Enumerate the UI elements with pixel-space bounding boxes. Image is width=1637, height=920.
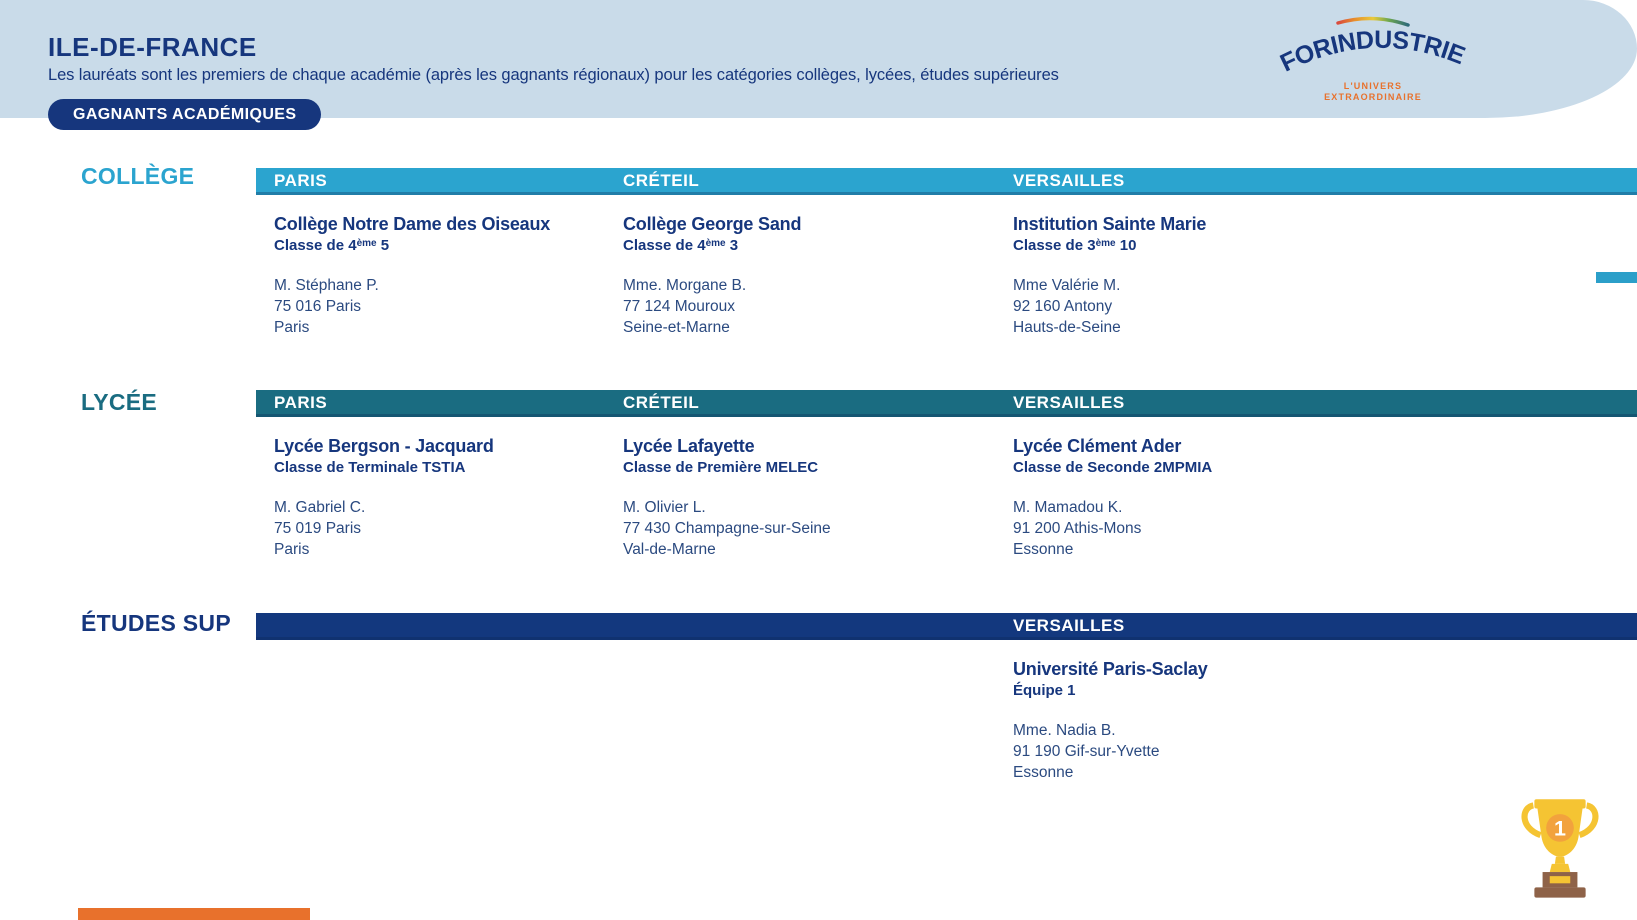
college-versailles-cell: Institution Sainte Marie Classe de 3ème …: [1013, 212, 1373, 338]
page-title: ILE-DE-FRANCE: [48, 32, 257, 62]
contact-block: M. Mamadou K. 91 200 Athis-Mons Essonne: [1013, 497, 1373, 560]
contact-name: M. Mamadou K.: [1013, 499, 1123, 516]
school-name: Université Paris-Saclay: [1013, 659, 1208, 679]
etudes-academy-versailles: VERSAILLES: [1013, 616, 1125, 635]
contact-name: M. Olivier L.: [623, 499, 706, 516]
etudes-academy-bar: VERSAILLES: [256, 613, 1637, 640]
contact-city: 91 190 Gif-sur-Yvette: [1013, 743, 1160, 760]
contact-name: M. Stéphane P.: [274, 277, 379, 294]
contact-city: 77 124 Mouroux: [623, 298, 736, 315]
row-label-lycee: LYCÉE: [81, 389, 158, 415]
logo-tagline-line1: L'UNIVERS: [1344, 81, 1402, 91]
contact-block: Mme Valérie M. 92 160 Antony Hauts-de-Se…: [1013, 275, 1373, 338]
page-subtitle: Les lauréats sont les premiers de chaque…: [48, 66, 1059, 84]
rainbow-arc-icon: [1336, 16, 1410, 27]
logo-tagline-line2: EXTRAORDINAIRE: [1324, 92, 1422, 102]
forindustrie-logo: FORINDUSTRIE L'UNIVERS EXTRAORDINAIRE: [1278, 16, 1468, 102]
contact-city: 92 160 Antony: [1013, 298, 1113, 315]
contact-department: Val-de-Marne: [623, 541, 716, 558]
college-paris-cell: Collège Notre Dame des Oiseaux Classe de…: [274, 212, 634, 338]
contact-name: Mme. Nadia B.: [1013, 722, 1116, 739]
contact-block: M. Olivier L. 77 430 Champagne-sur-Seine…: [623, 497, 983, 560]
lycee-academy-bar: PARIS CRÉTEIL VERSAILLES: [256, 390, 1637, 417]
class-name: Classe de 4ème 5: [274, 237, 390, 254]
college-creteil-cell: Collège George Sand Classe de 4ème 3 Mme…: [623, 212, 983, 338]
contact-department: Paris: [274, 541, 310, 558]
class-name: Équipe 1: [1013, 682, 1076, 699]
school-name: Collège Notre Dame des Oiseaux: [274, 214, 551, 234]
row-label-college: COLLÈGE: [81, 163, 195, 189]
contact-city: 75 016 Paris: [274, 298, 362, 315]
etudes-versailles-cell: Université Paris-Saclay Équipe 1 Mme. Na…: [1013, 657, 1373, 783]
contact-block: Mme. Nadia B. 91 190 Gif-sur-Yvette Esso…: [1013, 720, 1373, 783]
school-name: Lycée Lafayette: [623, 436, 755, 456]
trophy-rank: 1: [1554, 817, 1566, 841]
contact-name: Mme Valérie M.: [1013, 277, 1121, 294]
lycee-paris-cell: Lycée Bergson - Jacquard Classe de Termi…: [274, 434, 634, 560]
contact-city: 75 019 Paris: [274, 520, 362, 537]
logo-wordmark: FORINDUSTRIE: [1278, 26, 1468, 78]
class-name: Classe de 3ème 10: [1013, 237, 1137, 254]
row-label-etudes-sup: ÉTUDES SUP: [81, 610, 231, 636]
contact-city: 77 430 Champagne-sur-Seine: [623, 520, 831, 537]
lycee-academy-paris: PARIS: [274, 393, 328, 412]
trophy-icon: 1: [1521, 799, 1599, 898]
contact-department: Essonne: [1013, 764, 1074, 781]
college-academy-paris: PARIS: [274, 171, 328, 190]
lycee-versailles-cell: Lycée Clément Ader Classe de Seconde 2MP…: [1013, 434, 1373, 560]
lycee-academy-creteil: CRÉTEIL: [623, 393, 700, 412]
school-name: Institution Sainte Marie: [1013, 214, 1207, 234]
college-academy-creteil: CRÉTEIL: [623, 171, 700, 190]
winners-badge: GAGNANTS ACADÉMIQUES: [48, 99, 322, 130]
right-accent-bar: [1596, 272, 1637, 283]
contact-city: 91 200 Athis-Mons: [1013, 520, 1142, 537]
school-name: Lycée Clément Ader: [1013, 436, 1182, 456]
class-name: Classe de Terminale TSTIA: [274, 459, 466, 476]
contact-department: Paris: [274, 319, 310, 336]
college-academy-versailles: VERSAILLES: [1013, 171, 1125, 190]
school-name: Lycée Bergson - Jacquard: [274, 436, 494, 456]
class-name: Classe de Seconde 2MPMIA: [1013, 459, 1213, 476]
school-name: Collège George Sand: [623, 214, 802, 234]
class-name: Classe de 4ème 3: [623, 237, 739, 254]
contact-department: Hauts-de-Seine: [1013, 319, 1121, 336]
contact-name: M. Gabriel C.: [274, 499, 366, 516]
bottom-accent-bar: [78, 908, 310, 920]
lycee-academy-versailles: VERSAILLES: [1013, 393, 1125, 412]
contact-department: Essonne: [1013, 541, 1074, 558]
class-name: Classe de Première MELEC: [623, 459, 819, 476]
contact-block: M. Gabriel C. 75 019 Paris Paris: [274, 497, 634, 560]
contact-block: M. Stéphane P. 75 016 Paris Paris: [274, 275, 634, 338]
contact-block: Mme. Morgane B. 77 124 Mouroux Seine-et-…: [623, 275, 983, 338]
contact-name: Mme. Morgane B.: [623, 277, 747, 294]
contact-department: Seine-et-Marne: [623, 319, 730, 336]
college-academy-bar: PARIS CRÉTEIL VERSAILLES: [256, 168, 1637, 195]
lycee-creteil-cell: Lycée Lafayette Classe de Première MELEC…: [623, 434, 983, 560]
